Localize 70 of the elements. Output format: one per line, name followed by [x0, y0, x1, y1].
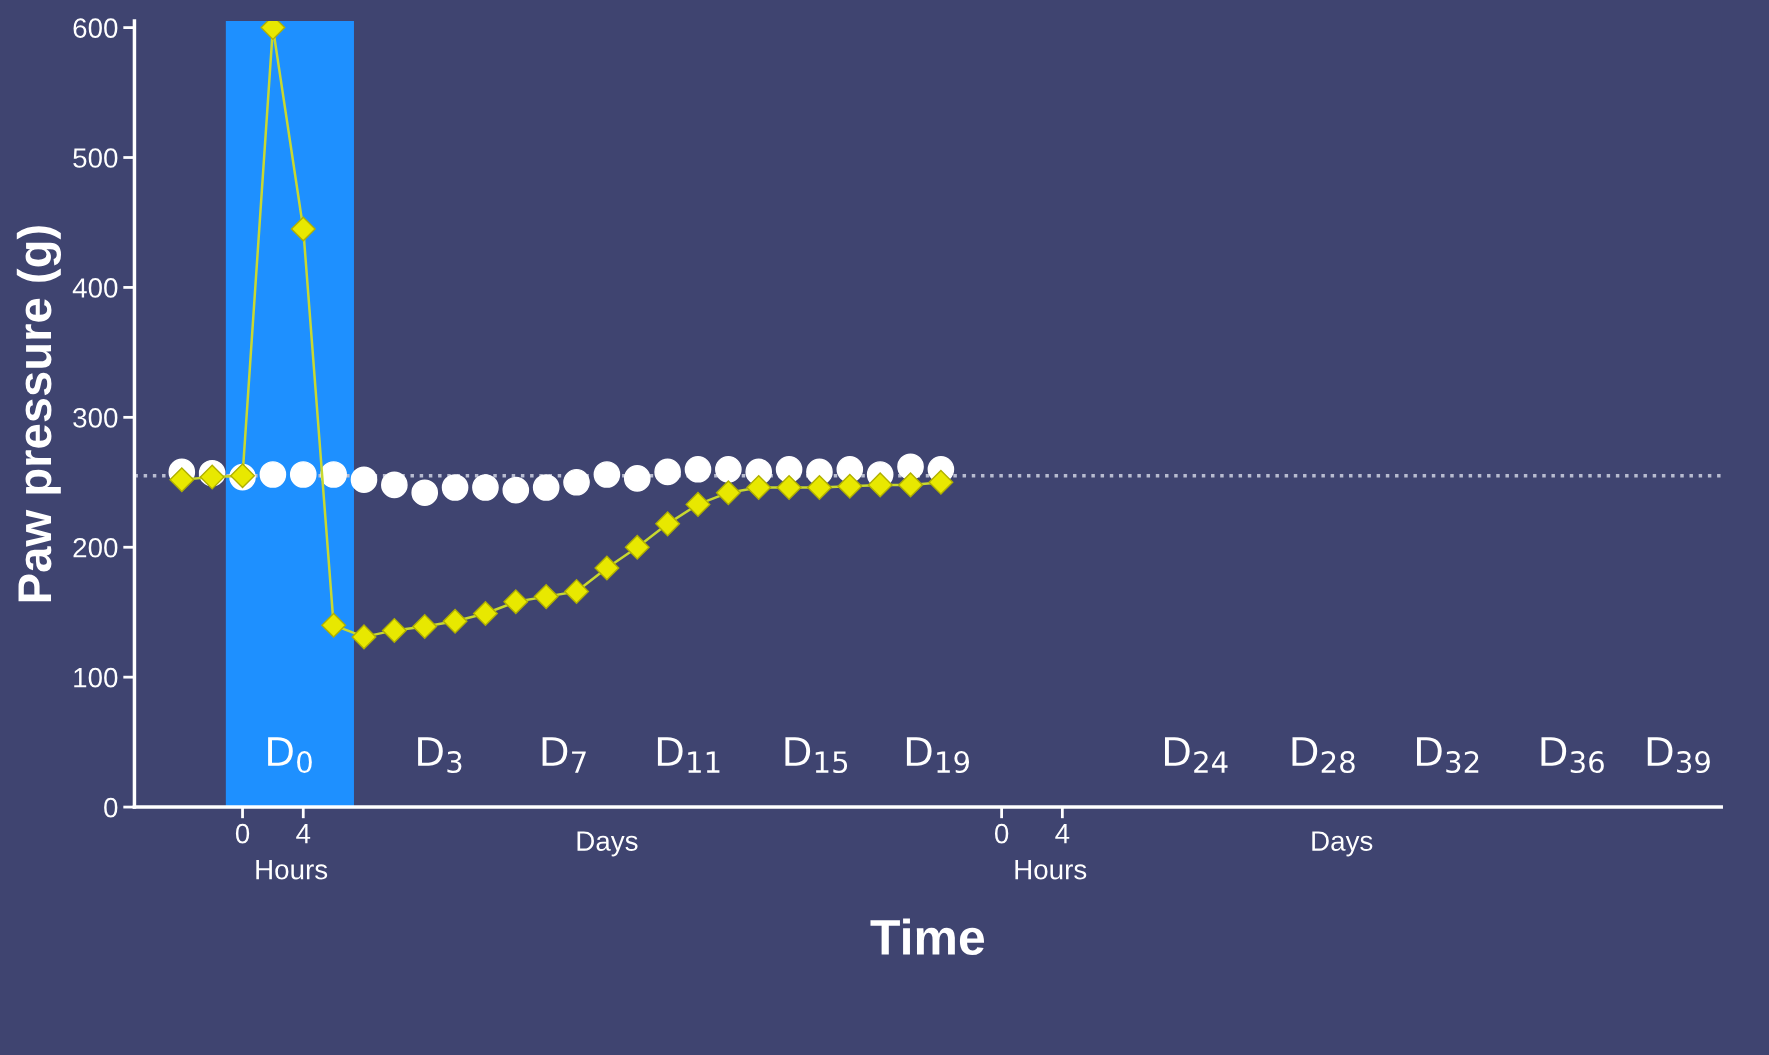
text: Hours [1015, 860, 1087, 880]
point [898, 472, 924, 498]
point [502, 476, 530, 504]
y-tick-label: 0 [104, 797, 118, 818]
point [564, 578, 590, 604]
point [715, 480, 741, 506]
point [199, 464, 225, 490]
point [321, 612, 347, 638]
point [169, 467, 195, 493]
point [532, 474, 560, 501]
point [503, 589, 529, 615]
point [867, 472, 893, 498]
x-tick-label: 0 [994, 823, 1009, 844]
text: Days [577, 831, 638, 857]
annotation: D$_{7}$ [542, 737, 586, 773]
point [442, 608, 468, 634]
point [928, 469, 954, 495]
x-axis-title: Time [870, 918, 985, 956]
y-tick-label: 400 [72, 278, 118, 298]
point [655, 511, 681, 537]
point [320, 461, 347, 488]
annotation: D$_{11}$ [657, 737, 720, 773]
y-tick-label: 100 [74, 667, 118, 688]
point [290, 216, 316, 242]
annotation: D$_{28}$ [1292, 737, 1355, 774]
x-tick-label: 4 [1055, 824, 1070, 844]
point [533, 584, 559, 610]
x-tick-label: 4 [296, 824, 311, 844]
text: Hours [256, 860, 328, 880]
x-tick-label: 0 [235, 823, 250, 844]
y-axis-title: Paw pressure (g) [16, 226, 62, 602]
annotation: D$_{39}$ [1647, 737, 1710, 774]
point [684, 455, 712, 483]
point [412, 614, 438, 639]
point [623, 465, 651, 492]
annotation: D$_{15}$ [785, 737, 848, 774]
point [350, 466, 378, 494]
annotation: D$_{32}$ [1417, 737, 1479, 774]
point [563, 468, 590, 496]
y-tick-label: 300 [73, 408, 118, 428]
annotation: D$_{3}$ [418, 737, 462, 774]
point [472, 474, 499, 501]
point [715, 455, 742, 483]
point [351, 624, 377, 650]
annotation: D$_{36}$ [1541, 737, 1604, 774]
point [746, 475, 772, 500]
annotation: D$_{24}$ [1164, 737, 1228, 773]
annotation: D$_{19}$ [906, 737, 970, 774]
point [441, 474, 469, 501]
point [411, 479, 439, 506]
point [654, 458, 681, 486]
y-tick-label: 500 [73, 148, 118, 168]
annotation: D$_{0}$ [268, 737, 312, 774]
point [381, 471, 408, 499]
point [897, 453, 924, 481]
y-tick-label: 600 [73, 18, 118, 38]
point [259, 461, 287, 488]
point [685, 491, 711, 517]
point [289, 461, 317, 488]
y-tick-label: 200 [73, 537, 118, 558]
point [624, 534, 650, 560]
point [806, 475, 832, 500]
point [776, 475, 802, 500]
point [381, 617, 407, 643]
text: Days [1312, 831, 1373, 857]
point [594, 555, 620, 581]
point [472, 601, 498, 626]
point [837, 473, 863, 499]
point [593, 461, 621, 488]
point [775, 455, 803, 483]
